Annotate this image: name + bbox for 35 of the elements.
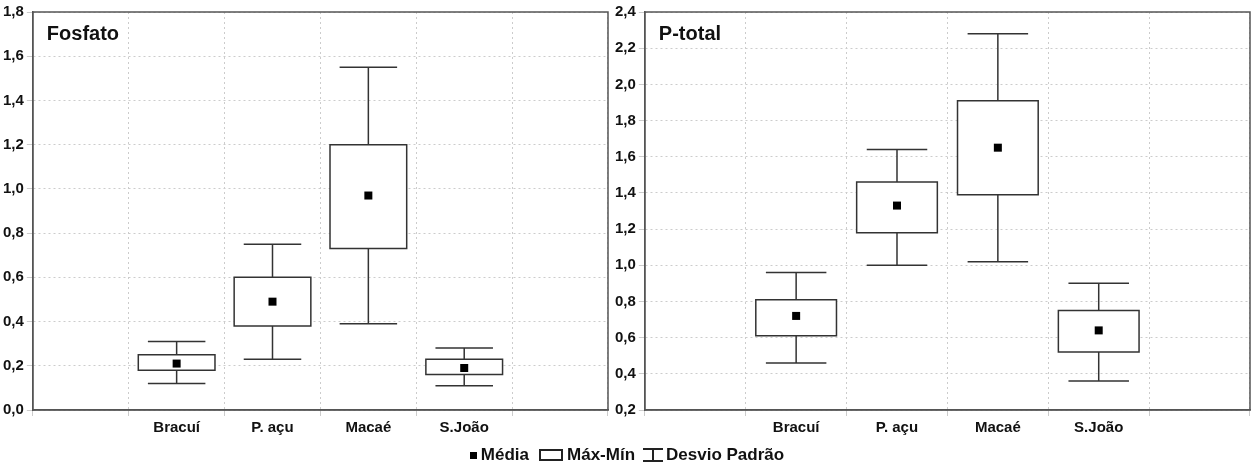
x-tick-label: S.João xyxy=(439,418,489,436)
x-tick-label: S.João xyxy=(1074,418,1124,436)
y-tick-label: 1,6 xyxy=(614,146,636,164)
y-tick-label: 0,8 xyxy=(614,291,636,309)
text: Média xyxy=(480,445,530,465)
y-tick-label: 2,4 xyxy=(614,2,637,20)
x-tick-label: Macaé xyxy=(345,418,392,436)
x-tick-label: P. açu xyxy=(875,418,919,436)
y-tick-label: 0,4 xyxy=(614,363,637,381)
y-tick-label: 0,2 xyxy=(2,355,24,373)
y-tick-label: 1,8 xyxy=(2,2,24,20)
y-tick-label: 1,6 xyxy=(2,46,24,64)
y-tick-label: 0,6 xyxy=(2,267,24,285)
x-tick-label: Macaé xyxy=(974,418,1021,436)
y-tick-label: 1,2 xyxy=(614,219,636,237)
x-tick-label: Bracuí xyxy=(153,418,201,436)
text: P-total xyxy=(658,21,722,44)
y-tick-label: 0,6 xyxy=(614,327,636,345)
y-tick-label: 0,0 xyxy=(2,400,24,418)
text: Fosfato xyxy=(46,21,120,44)
y-tick-label: 0,2 xyxy=(614,400,636,418)
y-tick-label: 1,2 xyxy=(2,134,24,152)
text: Máx-Mín xyxy=(567,445,636,465)
y-tick-label: 2,2 xyxy=(614,38,636,56)
y-tick-label: 0,4 xyxy=(2,311,25,329)
y-tick-label: 1,4 xyxy=(2,90,25,108)
x-tick-label: P. açu xyxy=(251,418,294,436)
y-tick-label: 1,0 xyxy=(614,255,636,273)
y-tick-label: 0,8 xyxy=(2,223,24,241)
text: Desvio Padrão xyxy=(666,445,785,465)
x-tick-label: Bracuí xyxy=(772,418,821,436)
y-tick-label: 1,8 xyxy=(614,110,636,128)
y-tick-label: 1,4 xyxy=(614,183,637,201)
y-tick-label: 1,0 xyxy=(2,179,24,197)
y-tick-label: 2,0 xyxy=(614,74,636,92)
